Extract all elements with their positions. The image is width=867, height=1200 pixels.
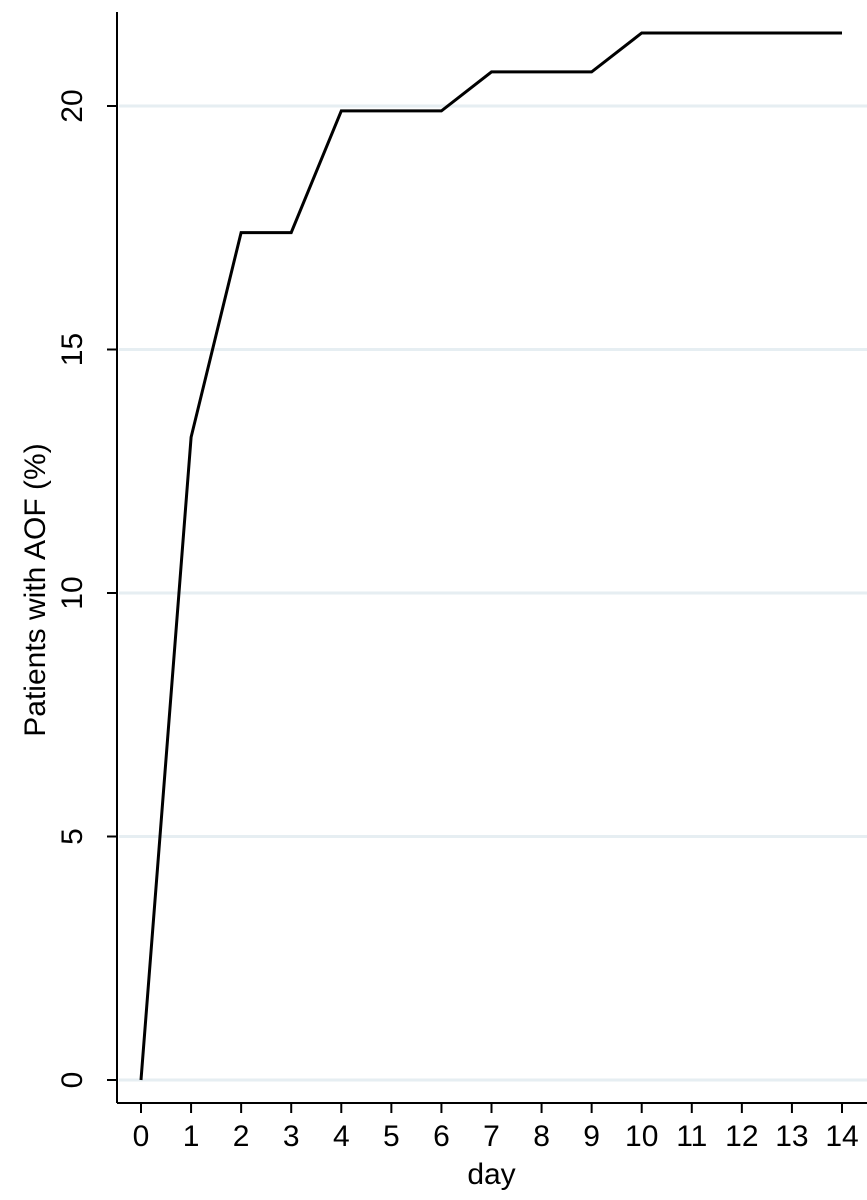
x-tick-label-3: 3 (283, 1120, 300, 1153)
x-tick-label-7: 7 (483, 1120, 500, 1153)
y-tick-label-5: 5 (56, 828, 89, 845)
x-tick-label-1: 1 (183, 1120, 200, 1153)
series (139, 31, 842, 1081)
x-tick-label-12: 12 (725, 1120, 758, 1153)
x-tick-label-10: 10 (625, 1120, 658, 1153)
y-tick-label-15: 15 (56, 333, 89, 366)
x-tick-label-0: 0 (133, 1120, 150, 1153)
x-tick-label-14: 14 (825, 1120, 858, 1153)
x-tick-label-11: 11 (676, 1120, 707, 1153)
x-tick-label-6: 6 (433, 1120, 450, 1153)
x-tick-label-8: 8 (533, 1120, 550, 1153)
x-tick-label-13: 13 (775, 1120, 808, 1153)
y-axis-title: Patients with AOF (%) (19, 443, 52, 736)
y-tick-label-10: 10 (56, 576, 89, 609)
axes (116, 12, 867, 1104)
x-axis-title: day (467, 1158, 515, 1191)
series-line-0 (139, 31, 842, 1081)
x-tick-label-9: 9 (583, 1120, 600, 1153)
gridlines (119, 104, 867, 1082)
x-tick-label-2: 2 (233, 1120, 250, 1153)
y-tick-label-0: 0 (56, 1072, 89, 1089)
y-tick-label-20: 20 (56, 89, 89, 122)
x-tick-label-4: 4 (333, 1120, 350, 1153)
x-tick-label-5: 5 (383, 1120, 400, 1153)
